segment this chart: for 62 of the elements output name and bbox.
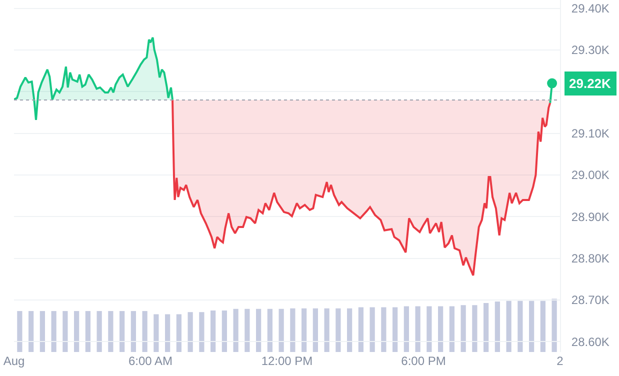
bar <box>392 307 398 352</box>
bar <box>449 306 454 352</box>
bar <box>40 311 45 352</box>
bar <box>370 307 375 352</box>
bar <box>529 300 534 352</box>
bar <box>506 300 512 352</box>
bar <box>108 311 114 352</box>
bar <box>120 311 125 352</box>
bar <box>62 311 68 352</box>
y-tick-label: 29.30K <box>571 43 610 58</box>
y-tick-label: 29.00K <box>571 168 610 182</box>
bar <box>484 303 489 352</box>
bar <box>244 308 250 352</box>
bar <box>290 308 296 352</box>
bar <box>188 312 193 352</box>
bar <box>324 308 330 352</box>
x-tick-label: 6:00 AM <box>128 354 173 368</box>
bar <box>28 311 34 352</box>
bar <box>267 308 272 352</box>
bar <box>51 311 56 352</box>
y-tick-label: 28.70K <box>571 293 610 308</box>
bar <box>472 305 478 352</box>
x-tick-label: 2 <box>556 354 564 368</box>
bar <box>85 311 90 352</box>
bar <box>347 308 352 352</box>
bar <box>358 307 364 352</box>
bar <box>154 314 159 352</box>
x-tick-label: 6:00 PM <box>401 354 446 368</box>
annotation: 29.22K <box>569 76 612 91</box>
bar <box>176 314 182 352</box>
bar <box>426 306 432 352</box>
bar <box>96 311 102 352</box>
bar <box>312 308 318 352</box>
bar <box>17 311 22 352</box>
y-tick-label: 28.60K <box>571 334 610 349</box>
bar <box>165 314 170 352</box>
bar <box>278 308 284 352</box>
bar <box>74 311 80 352</box>
bar <box>336 308 341 352</box>
bar <box>518 300 523 352</box>
x-tick-label: 12:00 PM <box>261 354 313 368</box>
x-tick-label: Aug <box>3 354 25 368</box>
bar <box>130 311 136 352</box>
bar <box>222 310 227 352</box>
bar <box>460 305 466 352</box>
bar <box>142 311 148 352</box>
y-tick-label: 29.40K <box>571 2 610 16</box>
bar <box>256 308 262 352</box>
bar <box>494 301 500 352</box>
bar <box>438 306 444 352</box>
bar <box>199 312 204 352</box>
bar <box>415 306 420 352</box>
bar <box>210 310 216 352</box>
bar <box>540 300 546 352</box>
bar <box>552 298 557 352</box>
bar <box>404 306 409 352</box>
bar <box>381 307 386 352</box>
bar <box>302 308 307 352</box>
y-tick-label: 28.80K <box>571 251 610 266</box>
bar <box>233 308 238 352</box>
y-tick-label: 29.10K <box>571 126 610 140</box>
y-tick-label: 28.90K <box>571 210 610 224</box>
